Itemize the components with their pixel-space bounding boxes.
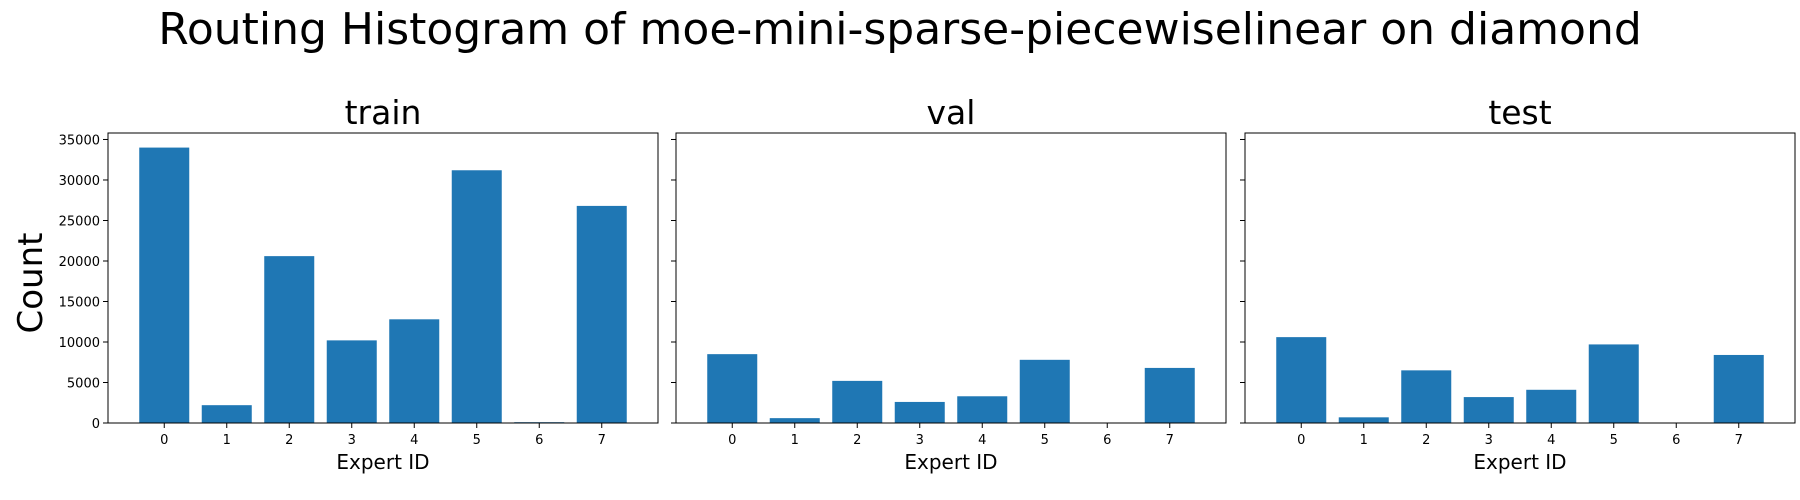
bar-test-1 (1338, 417, 1389, 423)
bar-val-2 (832, 380, 883, 423)
x-tick-label: 0 (160, 433, 168, 448)
bar-test-3 (1463, 397, 1514, 423)
x-tick-label: 1 (223, 433, 231, 448)
subplot-title: val (927, 93, 976, 132)
bar-val-4 (957, 396, 1008, 423)
subplots: 0 1 2 3 4 5 6 705000100001500020000250003000035… (59, 93, 1796, 474)
bar-val-5 (1019, 359, 1070, 423)
y-tick-label: 10000 (59, 336, 100, 351)
subplot-test: 0 1 2 3 4 5 6 7 test Expert ID (1240, 93, 1796, 474)
bar-val-1 (769, 418, 820, 423)
x-tick-label: 2 (853, 433, 861, 448)
bar-train-4 (389, 319, 440, 423)
y-tick-label: 20000 (59, 255, 100, 270)
x-tick-label: 4 (410, 433, 418, 448)
y-tick-label: 30000 (59, 174, 100, 189)
y-axis-label: Count (11, 233, 51, 334)
x-tick-label: 0 (728, 433, 736, 448)
y-tick-label: 35000 (59, 133, 100, 148)
bar-val-7 (1144, 367, 1195, 423)
bar-train-7 (576, 205, 627, 423)
bar-test-4 (1526, 389, 1577, 423)
y-tick-label: 25000 (59, 214, 100, 229)
x-axis-label: Expert ID (904, 450, 997, 474)
x-tick-label: 4 (1547, 433, 1555, 448)
x-tick-label: 7 (1166, 433, 1174, 448)
x-tick-label: 3 (916, 433, 924, 448)
bar-test-5 (1588, 344, 1639, 423)
bar-train-2 (264, 256, 315, 423)
x-tick-label: 1 (791, 433, 799, 448)
axes-frame (107, 132, 659, 424)
y-tick-label: 5000 (67, 376, 100, 391)
y-tick-label: 15000 (59, 295, 100, 310)
bar-test-7 (1713, 354, 1764, 423)
x-tick-label: 5 (1610, 433, 1618, 448)
x-axis-label: Expert ID (336, 450, 429, 474)
x-tick-label: 7 (1735, 433, 1743, 448)
x-axis-label: Expert ID (1473, 450, 1566, 474)
axes-frame (675, 132, 1227, 424)
subplot-val: 0 1 2 3 4 5 6 7 val Expert ID (671, 93, 1227, 474)
x-tick-label: 3 (348, 433, 356, 448)
bar-train-1 (201, 405, 252, 423)
bar-train-5 (451, 170, 502, 423)
figure-title: Routing Histogram of moe-mini-sparse-pie… (158, 4, 1642, 55)
x-tick-label: 0 (1297, 433, 1305, 448)
bar-train-0 (139, 147, 190, 423)
bar-val-0 (707, 354, 758, 423)
x-tick-label: 6 (535, 433, 543, 448)
subplot-train: 0 1 2 3 4 5 6 7 0 5000 10000 15000 20000 25000 30000 35… (59, 93, 659, 474)
x-tick-label: 5 (1041, 433, 1049, 448)
x-tick-label: 7 (598, 433, 606, 448)
bar-test-0 (1276, 337, 1327, 423)
subplot-title: test (1488, 93, 1551, 132)
x-tick-label: 6 (1672, 433, 1680, 448)
x-tick-label: 2 (1422, 433, 1430, 448)
subplot-title: train (345, 93, 422, 132)
y-tick-label: 0 (92, 417, 100, 432)
axes-frame (1244, 132, 1796, 424)
x-tick-label: 6 (1103, 433, 1111, 448)
x-tick-label: 1 (1360, 433, 1368, 448)
x-tick-label: 5 (473, 433, 481, 448)
bar-val-3 (894, 401, 945, 423)
bar-train-3 (326, 340, 377, 423)
x-tick-label: 2 (285, 433, 293, 448)
x-tick-label: 4 (978, 433, 986, 448)
x-tick-label: 3 (1485, 433, 1493, 448)
bar-test-2 (1401, 370, 1452, 423)
